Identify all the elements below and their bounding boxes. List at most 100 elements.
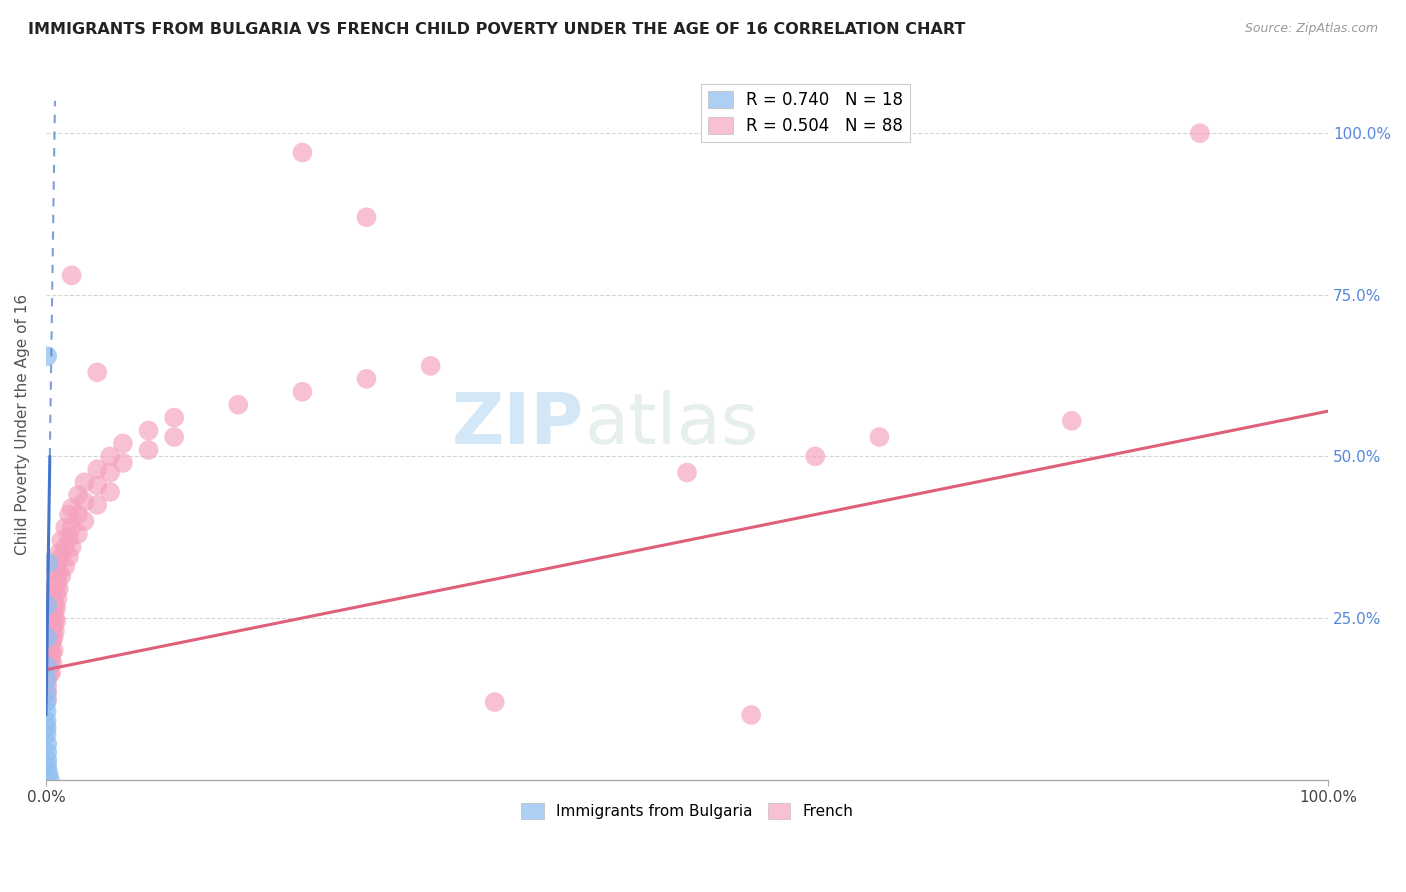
Point <box>66 508 89 522</box>
Point <box>35 727 58 741</box>
Point <box>38 631 60 645</box>
Point <box>868 430 890 444</box>
Point <box>41 657 63 671</box>
Point <box>37 614 59 628</box>
Point <box>41 633 63 648</box>
Point <box>291 145 314 160</box>
Point <box>66 527 89 541</box>
Point <box>58 508 80 522</box>
Point <box>53 540 76 554</box>
Point <box>45 601 67 615</box>
Point <box>98 466 121 480</box>
Point <box>86 365 108 379</box>
Point <box>35 673 58 687</box>
Point <box>45 585 67 599</box>
Point <box>419 359 441 373</box>
Point <box>38 772 60 787</box>
Legend: Immigrants from Bulgaria, French: Immigrants from Bulgaria, French <box>515 797 859 825</box>
Point <box>38 766 60 780</box>
Point <box>73 514 96 528</box>
Point <box>37 665 59 680</box>
Point <box>58 530 80 544</box>
Point <box>86 478 108 492</box>
Point <box>51 533 73 548</box>
Point <box>111 456 134 470</box>
Point <box>37 746 59 760</box>
Point <box>37 659 59 673</box>
Point <box>163 430 186 444</box>
Text: Source: ZipAtlas.com: Source: ZipAtlas.com <box>1244 22 1378 36</box>
Point <box>53 559 76 574</box>
Point <box>38 653 60 667</box>
Point <box>804 450 827 464</box>
Point <box>226 398 249 412</box>
Point <box>48 546 70 560</box>
Point <box>45 566 67 580</box>
Point <box>676 466 699 480</box>
Point <box>1060 414 1083 428</box>
Point <box>42 605 65 619</box>
Point <box>38 556 60 570</box>
Point <box>163 410 186 425</box>
Point <box>51 569 73 583</box>
Point <box>35 714 58 729</box>
Point <box>39 665 62 680</box>
Point <box>37 598 59 612</box>
Point <box>35 705 58 719</box>
Point <box>39 617 62 632</box>
Point <box>41 605 63 619</box>
Point <box>35 721 58 735</box>
Point <box>60 501 83 516</box>
Point <box>46 591 69 606</box>
Text: atlas: atlas <box>585 390 759 458</box>
Point <box>39 633 62 648</box>
Point <box>48 582 70 596</box>
Point <box>48 566 70 580</box>
Point <box>37 640 59 654</box>
Point <box>37 627 59 641</box>
Point <box>38 631 60 645</box>
Point <box>38 643 60 657</box>
Text: ZIP: ZIP <box>453 390 585 458</box>
Point <box>37 753 59 767</box>
Point <box>37 679 59 693</box>
Point <box>98 485 121 500</box>
Point <box>44 611 66 625</box>
Point <box>53 520 76 534</box>
Point <box>35 695 58 709</box>
Point <box>41 621 63 635</box>
Point <box>484 695 506 709</box>
Point <box>42 643 65 657</box>
Point <box>37 601 59 615</box>
Point <box>73 475 96 490</box>
Point <box>35 685 58 699</box>
Point <box>138 424 160 438</box>
Point <box>39 643 62 657</box>
Point <box>37 349 59 363</box>
Point <box>46 575 69 590</box>
Point <box>37 647 59 661</box>
Point <box>51 549 73 564</box>
Point <box>37 588 59 602</box>
Point <box>38 665 60 680</box>
Point <box>60 268 83 283</box>
Point <box>38 643 60 657</box>
Point <box>60 520 83 534</box>
Point <box>37 657 59 671</box>
Point <box>37 691 59 706</box>
Point <box>46 556 69 570</box>
Point <box>98 450 121 464</box>
Point <box>37 673 59 687</box>
Point <box>42 631 65 645</box>
Point <box>44 579 66 593</box>
Point <box>38 653 60 667</box>
Point <box>58 549 80 564</box>
Point <box>86 498 108 512</box>
Point <box>66 488 89 502</box>
Point <box>291 384 314 399</box>
Point <box>86 462 108 476</box>
Point <box>138 442 160 457</box>
Point <box>42 617 65 632</box>
Text: IMMIGRANTS FROM BULGARIA VS FRENCH CHILD POVERTY UNDER THE AGE OF 16 CORRELATION: IMMIGRANTS FROM BULGARIA VS FRENCH CHILD… <box>28 22 966 37</box>
Point <box>39 653 62 667</box>
